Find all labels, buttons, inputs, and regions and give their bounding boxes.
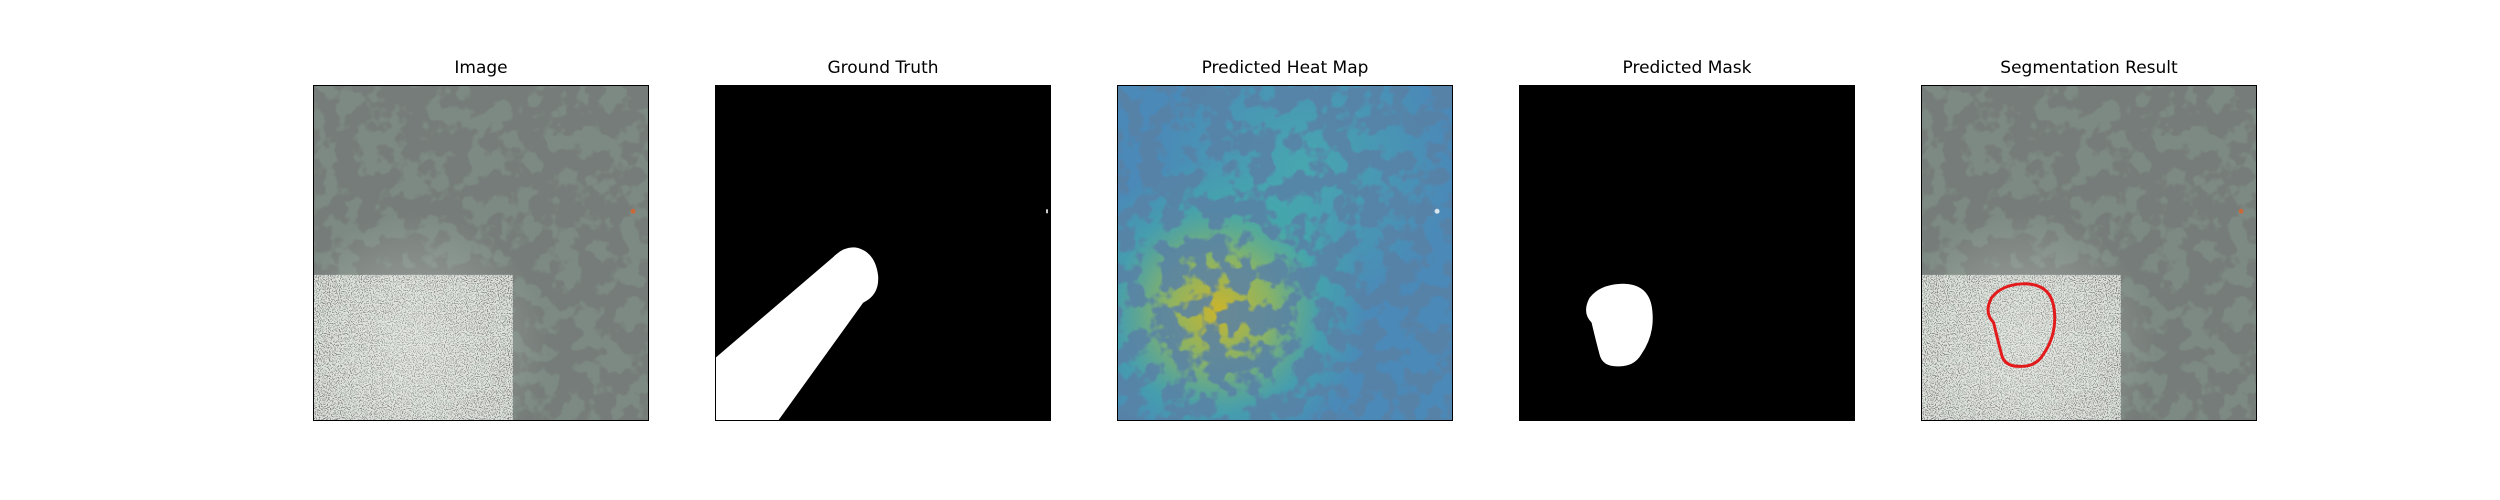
panel-segmentation-result xyxy=(1921,85,2257,421)
aerial-image xyxy=(314,86,648,420)
panel-title-ground-truth: Ground Truth xyxy=(827,58,939,78)
ground-truth-region xyxy=(716,247,879,420)
panel-predicted-mask xyxy=(1519,85,1855,421)
segmentation-contour xyxy=(1986,282,2057,368)
panel-heat-map xyxy=(1117,85,1453,421)
panel-image xyxy=(313,85,649,421)
segmentation-overlay xyxy=(1922,86,2256,420)
ground-truth-mask xyxy=(716,86,1050,420)
panel-title-segmentation-result: Segmentation Result xyxy=(2000,58,2178,78)
heat-map xyxy=(1118,86,1452,420)
panel-title-heat-map: Predicted Heat Map xyxy=(1201,58,1369,78)
predicted-region xyxy=(1586,283,1653,367)
panel-title-predicted-mask: Predicted Mask xyxy=(1622,58,1752,78)
predicted-mask xyxy=(1520,86,1854,420)
panel-title-image: Image xyxy=(454,58,508,78)
panel-ground-truth xyxy=(715,85,1051,421)
